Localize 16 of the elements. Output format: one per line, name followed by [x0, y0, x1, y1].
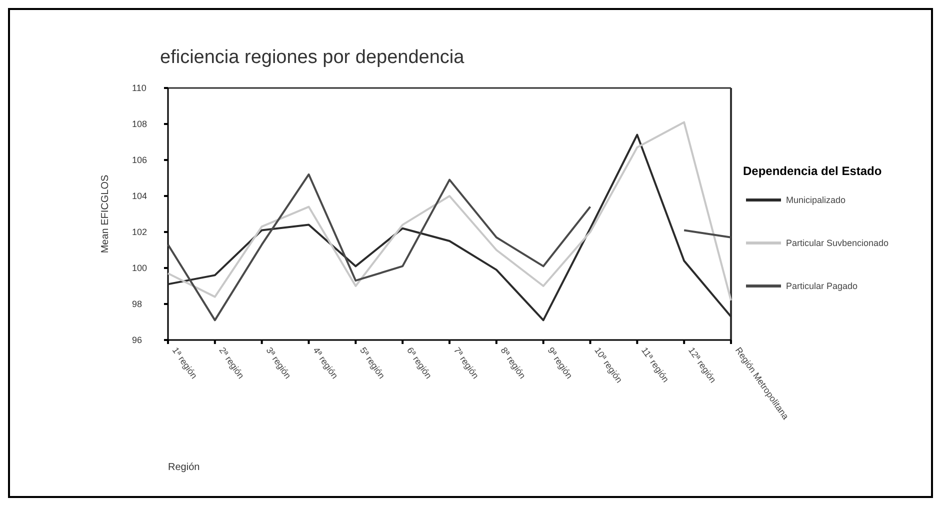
y-tick-label: 110	[132, 83, 146, 93]
chart-title: eficiencia regiones por dependencia	[160, 47, 465, 68]
legend-label: Municipalizado	[786, 195, 846, 205]
line-series	[167, 121, 732, 302]
x-axis-title: Región	[168, 462, 200, 473]
legend-label: Particular Pagado	[786, 281, 858, 291]
y-tick-label: 106	[132, 155, 148, 165]
y-tick-label: 102	[132, 227, 148, 237]
y-tick-label: 104	[132, 191, 148, 201]
legend-title: Dependencia del Estado	[743, 164, 882, 178]
legend-label: Particular Suvbencionado	[786, 238, 889, 248]
y-tick-label: 100	[132, 263, 148, 273]
y-axis-title: Mean EFICGLOS	[100, 174, 111, 254]
y-tick-label: 98	[132, 299, 142, 309]
y-tick-label: 108	[132, 119, 148, 129]
y-tick-label: 96	[132, 335, 142, 345]
